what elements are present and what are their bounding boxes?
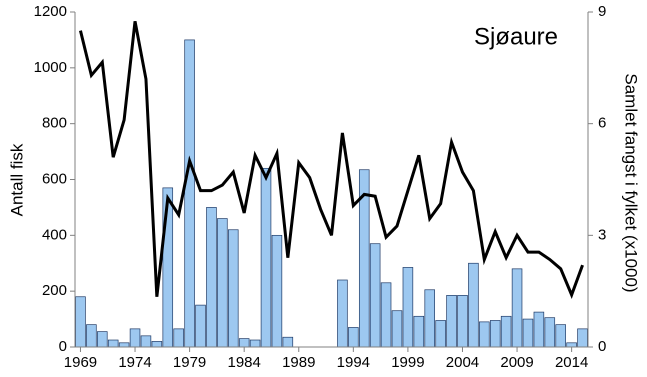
bar — [195, 304, 206, 348]
x-tick-label: 2014 — [555, 354, 588, 371]
x-tick-label: 1979 — [173, 354, 206, 371]
y-tick-label: 800 — [42, 115, 67, 132]
y-tick-label: 600 — [42, 170, 67, 187]
x-tick-label: 1999 — [391, 354, 424, 371]
bar — [566, 342, 577, 348]
bar — [500, 315, 512, 348]
y2-tick-label: 9 — [598, 3, 606, 20]
bar — [97, 331, 108, 348]
x-tick-label: 1989 — [282, 354, 315, 371]
x-tick-label: 1984 — [227, 354, 260, 371]
bar — [511, 268, 523, 348]
bar — [544, 317, 556, 348]
bar — [424, 289, 435, 348]
bar — [391, 310, 403, 348]
bar — [238, 338, 250, 348]
x-tick-label: 2009 — [500, 354, 533, 371]
bar — [457, 295, 468, 348]
bar — [184, 39, 195, 348]
bar — [173, 328, 184, 348]
x-tick-label: 2004 — [446, 354, 479, 371]
y-tick-label: 0 — [59, 338, 67, 355]
x-tick-label: 1969 — [64, 354, 97, 371]
bar — [217, 218, 228, 348]
bar — [271, 234, 283, 348]
bar — [435, 320, 446, 348]
bar — [555, 324, 566, 348]
bar — [129, 328, 141, 348]
annotation: Sjøaure — [474, 23, 558, 50]
bar — [369, 243, 381, 348]
bar — [337, 279, 348, 348]
y-tick-label: 1000 — [34, 59, 67, 76]
bar — [249, 339, 261, 348]
bar — [533, 311, 545, 348]
y-tick-label: 1200 — [34, 3, 67, 20]
bar — [118, 342, 130, 348]
bar — [140, 335, 152, 348]
bar — [151, 341, 163, 348]
bar — [402, 267, 414, 348]
y-tick-label: 200 — [42, 282, 67, 299]
bar — [489, 320, 501, 348]
y2-tick-label: 6 — [598, 115, 606, 132]
bar — [282, 336, 294, 348]
bar — [522, 318, 534, 348]
bar — [468, 262, 479, 348]
y2-tick-label: 0 — [598, 338, 606, 355]
x-tick-label: 1994 — [337, 354, 370, 371]
bar — [86, 324, 97, 348]
y-axis-title: Antall fisk — [7, 143, 26, 216]
bar — [380, 282, 392, 348]
line — [79, 21, 584, 299]
y2-tick-label: 3 — [598, 226, 606, 243]
bar — [348, 327, 359, 348]
bar — [75, 296, 86, 348]
y-tick-label: 400 — [42, 226, 67, 243]
bar — [413, 315, 425, 348]
y2-axis-title: Samlet fangst i fylket (x1000) — [622, 73, 641, 292]
bar — [228, 229, 239, 348]
bar — [577, 328, 588, 348]
bar — [446, 295, 457, 348]
bar — [206, 207, 217, 348]
bar — [107, 339, 119, 348]
annotation-box — [455, 15, 577, 57]
x-tick-label: 1974 — [118, 354, 151, 371]
bar — [260, 167, 272, 348]
bar — [479, 321, 490, 348]
